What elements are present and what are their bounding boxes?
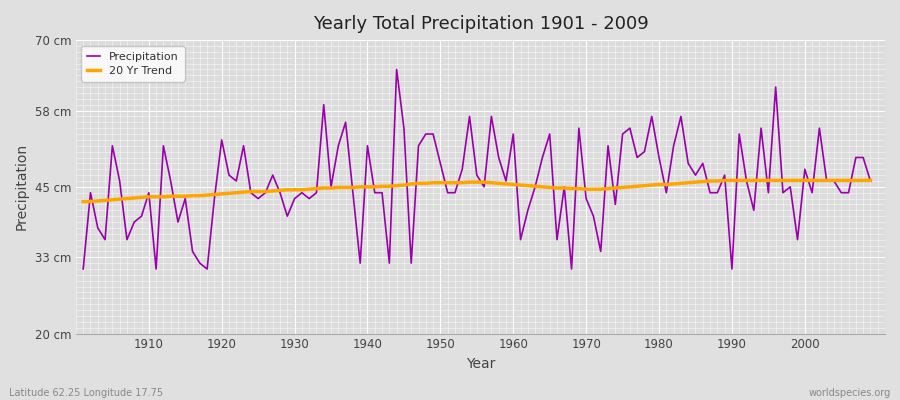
Precipitation	[515, 237, 526, 242]
20 Yr Trend	[296, 187, 307, 192]
Text: Latitude 62.25 Longitude 17.75: Latitude 62.25 Longitude 17.75	[9, 388, 163, 398]
X-axis label: Year: Year	[466, 357, 495, 371]
20 Yr Trend	[340, 185, 351, 190]
Precipitation	[77, 267, 88, 272]
Text: worldspecies.org: worldspecies.org	[809, 388, 891, 398]
Precipitation	[340, 120, 351, 125]
20 Yr Trend	[719, 178, 730, 183]
Legend: Precipitation, 20 Yr Trend: Precipitation, 20 Yr Trend	[82, 46, 184, 82]
Precipitation	[865, 178, 876, 183]
Y-axis label: Precipitation: Precipitation	[15, 143, 29, 230]
Precipitation	[136, 214, 147, 218]
Line: Precipitation: Precipitation	[83, 70, 870, 269]
Line: 20 Yr Trend: 20 Yr Trend	[83, 180, 870, 202]
Precipitation	[603, 143, 614, 148]
20 Yr Trend	[77, 199, 88, 204]
20 Yr Trend	[136, 195, 147, 200]
Precipitation	[296, 190, 307, 195]
Precipitation	[508, 132, 518, 136]
Title: Yearly Total Precipitation 1901 - 2009: Yearly Total Precipitation 1901 - 2009	[312, 15, 648, 33]
20 Yr Trend	[595, 187, 606, 192]
20 Yr Trend	[508, 182, 518, 187]
Precipitation	[392, 67, 402, 72]
20 Yr Trend	[500, 182, 511, 186]
20 Yr Trend	[865, 178, 876, 183]
